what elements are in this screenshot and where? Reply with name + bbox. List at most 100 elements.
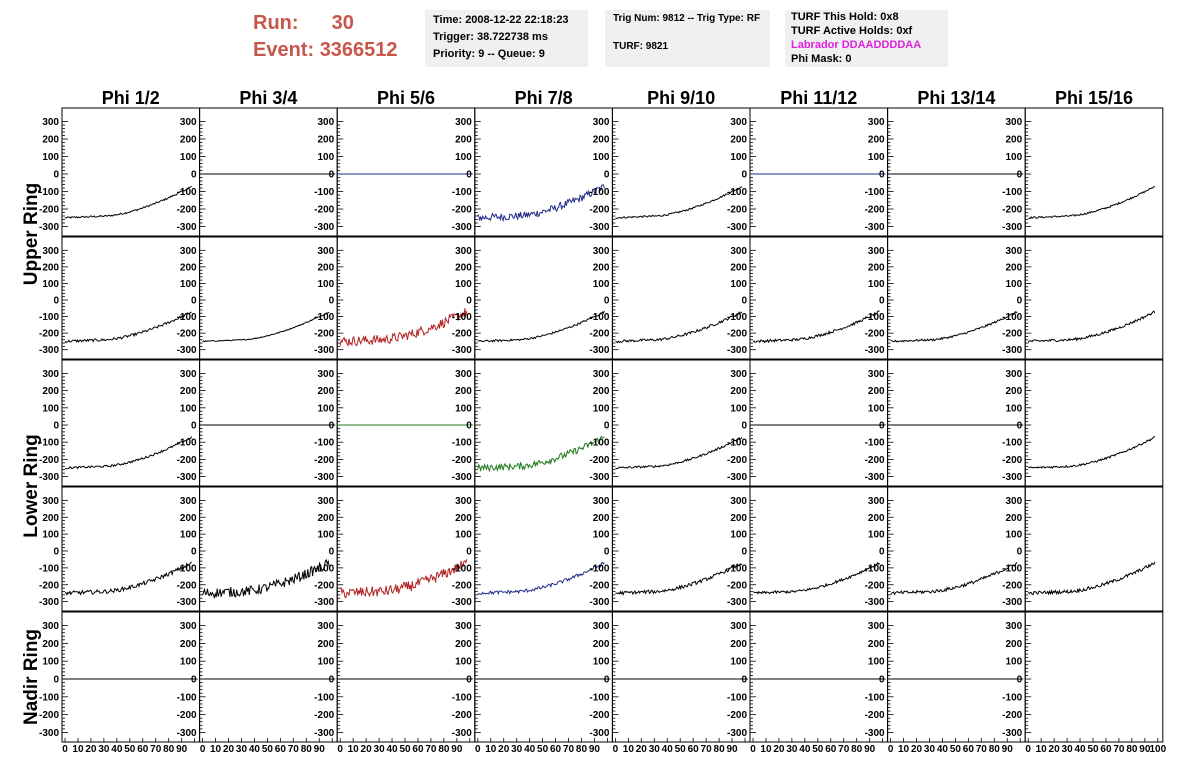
y-tick-label: -300: [39, 472, 59, 483]
y-tick-label: 300: [730, 496, 747, 507]
y-tick-label: 0: [191, 675, 197, 686]
y-tick-label: 100: [593, 152, 610, 163]
x-tick-label: 70: [150, 744, 162, 755]
y-tick-label: 100: [868, 530, 885, 541]
y-tick-label: 100: [42, 152, 59, 163]
x-tick-label: 30: [98, 744, 110, 755]
y-tick-label: 0: [879, 547, 885, 558]
x-tick-label: 10: [210, 744, 222, 755]
y-tick-label: 0: [1017, 547, 1023, 558]
y-tick-label: 100: [318, 279, 335, 290]
y-tick-label: -300: [589, 345, 609, 356]
y-tick-label: 100: [180, 403, 197, 414]
y-tick-label: 0: [329, 421, 335, 432]
y-tick-label: 200: [318, 639, 335, 650]
panel-frame: [1024, 236, 1164, 360]
y-tick-label: -300: [452, 728, 472, 739]
x-tick-label: 20: [85, 744, 97, 755]
y-tick-label: -200: [1002, 455, 1022, 466]
y-tick-label: -300: [314, 472, 334, 483]
waveform: [1028, 435, 1156, 469]
x-tick-label: 20: [1049, 744, 1061, 755]
x-tick-label: 20: [636, 744, 648, 755]
waveform: [339, 559, 468, 599]
y-tick-label: 200: [42, 639, 59, 650]
y-tick-label: 200: [180, 386, 197, 397]
y-tick-label: 200: [455, 262, 472, 273]
waveform: [64, 311, 192, 344]
y-tick-label: -200: [727, 329, 747, 340]
y-tick-label: 0: [191, 421, 197, 432]
y-tick-label: -100: [727, 187, 747, 198]
y-tick-label: -100: [39, 563, 59, 574]
x-tick-label: 30: [1062, 744, 1074, 755]
y-tick-label: 0: [1017, 296, 1023, 307]
y-tick-label: -200: [452, 455, 472, 466]
y-tick-label: 200: [593, 262, 610, 273]
waveform: [890, 311, 1018, 343]
y-tick-label: 0: [604, 675, 610, 686]
x-tick-label: 80: [301, 744, 313, 755]
y-tick-label: -300: [865, 472, 885, 483]
y-tick-label: 200: [730, 639, 747, 650]
waveform: [64, 185, 192, 219]
y-tick-label: -200: [727, 580, 747, 591]
y-tick-label: 0: [741, 547, 747, 558]
x-tick-label: 90: [1139, 744, 1151, 755]
y-tick-label: 200: [593, 135, 610, 146]
y-tick-label: 200: [42, 262, 59, 273]
y-tick-label: 100: [1006, 657, 1023, 668]
x-tick-label: 10: [623, 744, 635, 755]
x-tick-label: 50: [537, 744, 549, 755]
column-header: Phi 1/2: [102, 88, 160, 108]
y-tick-label: 200: [868, 639, 885, 650]
y-tick-label: 300: [1006, 246, 1023, 257]
y-tick-label: -100: [1002, 692, 1022, 703]
y-tick-label: 300: [42, 369, 59, 380]
y-tick-label: 300: [455, 621, 472, 632]
x-tick-label: 40: [111, 744, 123, 755]
y-tick-label: -200: [39, 580, 59, 591]
turf-text: TURF: 9821: [613, 41, 669, 52]
turf-active-text: TURF Active Holds: 0xf: [791, 25, 913, 37]
y-tick-label: 100: [730, 530, 747, 541]
y-tick-label: 100: [180, 279, 197, 290]
waveform: [477, 562, 605, 596]
y-tick-label: 100: [1006, 403, 1023, 414]
y-tick-label: 200: [1006, 386, 1023, 397]
y-tick-label: 0: [329, 547, 335, 558]
y-tick-label: -300: [1002, 472, 1022, 483]
turf-hold-text: TURF This Hold: 0x8: [791, 11, 899, 23]
y-tick-label: 300: [1006, 496, 1023, 507]
x-tick-label: 70: [838, 744, 850, 755]
y-tick-label: -300: [177, 728, 197, 739]
y-tick-label: 300: [868, 246, 885, 257]
y-tick-label: 0: [879, 421, 885, 432]
y-tick-label: -100: [865, 187, 885, 198]
x-tick-label: 10: [898, 744, 910, 755]
y-tick-label: 0: [466, 296, 472, 307]
y-tick-label: 300: [868, 621, 885, 632]
y-tick-label: -300: [314, 345, 334, 356]
x-tick-label: 0: [337, 744, 343, 755]
y-tick-label: -200: [727, 205, 747, 216]
y-tick-label: 100: [318, 403, 335, 414]
x-tick-label: 30: [236, 744, 248, 755]
y-tick-label: -100: [865, 563, 885, 574]
y-tick-label: 300: [1006, 117, 1023, 128]
y-tick-label: -100: [177, 692, 197, 703]
event-label: Event:: [253, 39, 315, 61]
y-tick-label: 200: [455, 386, 472, 397]
y-tick-label: -200: [589, 205, 609, 216]
y-tick-label: 200: [868, 135, 885, 146]
y-tick-label: -300: [39, 222, 59, 233]
y-tick-label: -100: [727, 563, 747, 574]
y-tick-label: 200: [180, 135, 197, 146]
y-tick-label: 200: [318, 135, 335, 146]
y-tick-label: 300: [42, 496, 59, 507]
y-tick-label: -100: [589, 563, 609, 574]
y-tick-label: -300: [865, 345, 885, 356]
y-tick-label: 0: [53, 170, 59, 181]
x-tick-label: 90: [864, 744, 876, 755]
